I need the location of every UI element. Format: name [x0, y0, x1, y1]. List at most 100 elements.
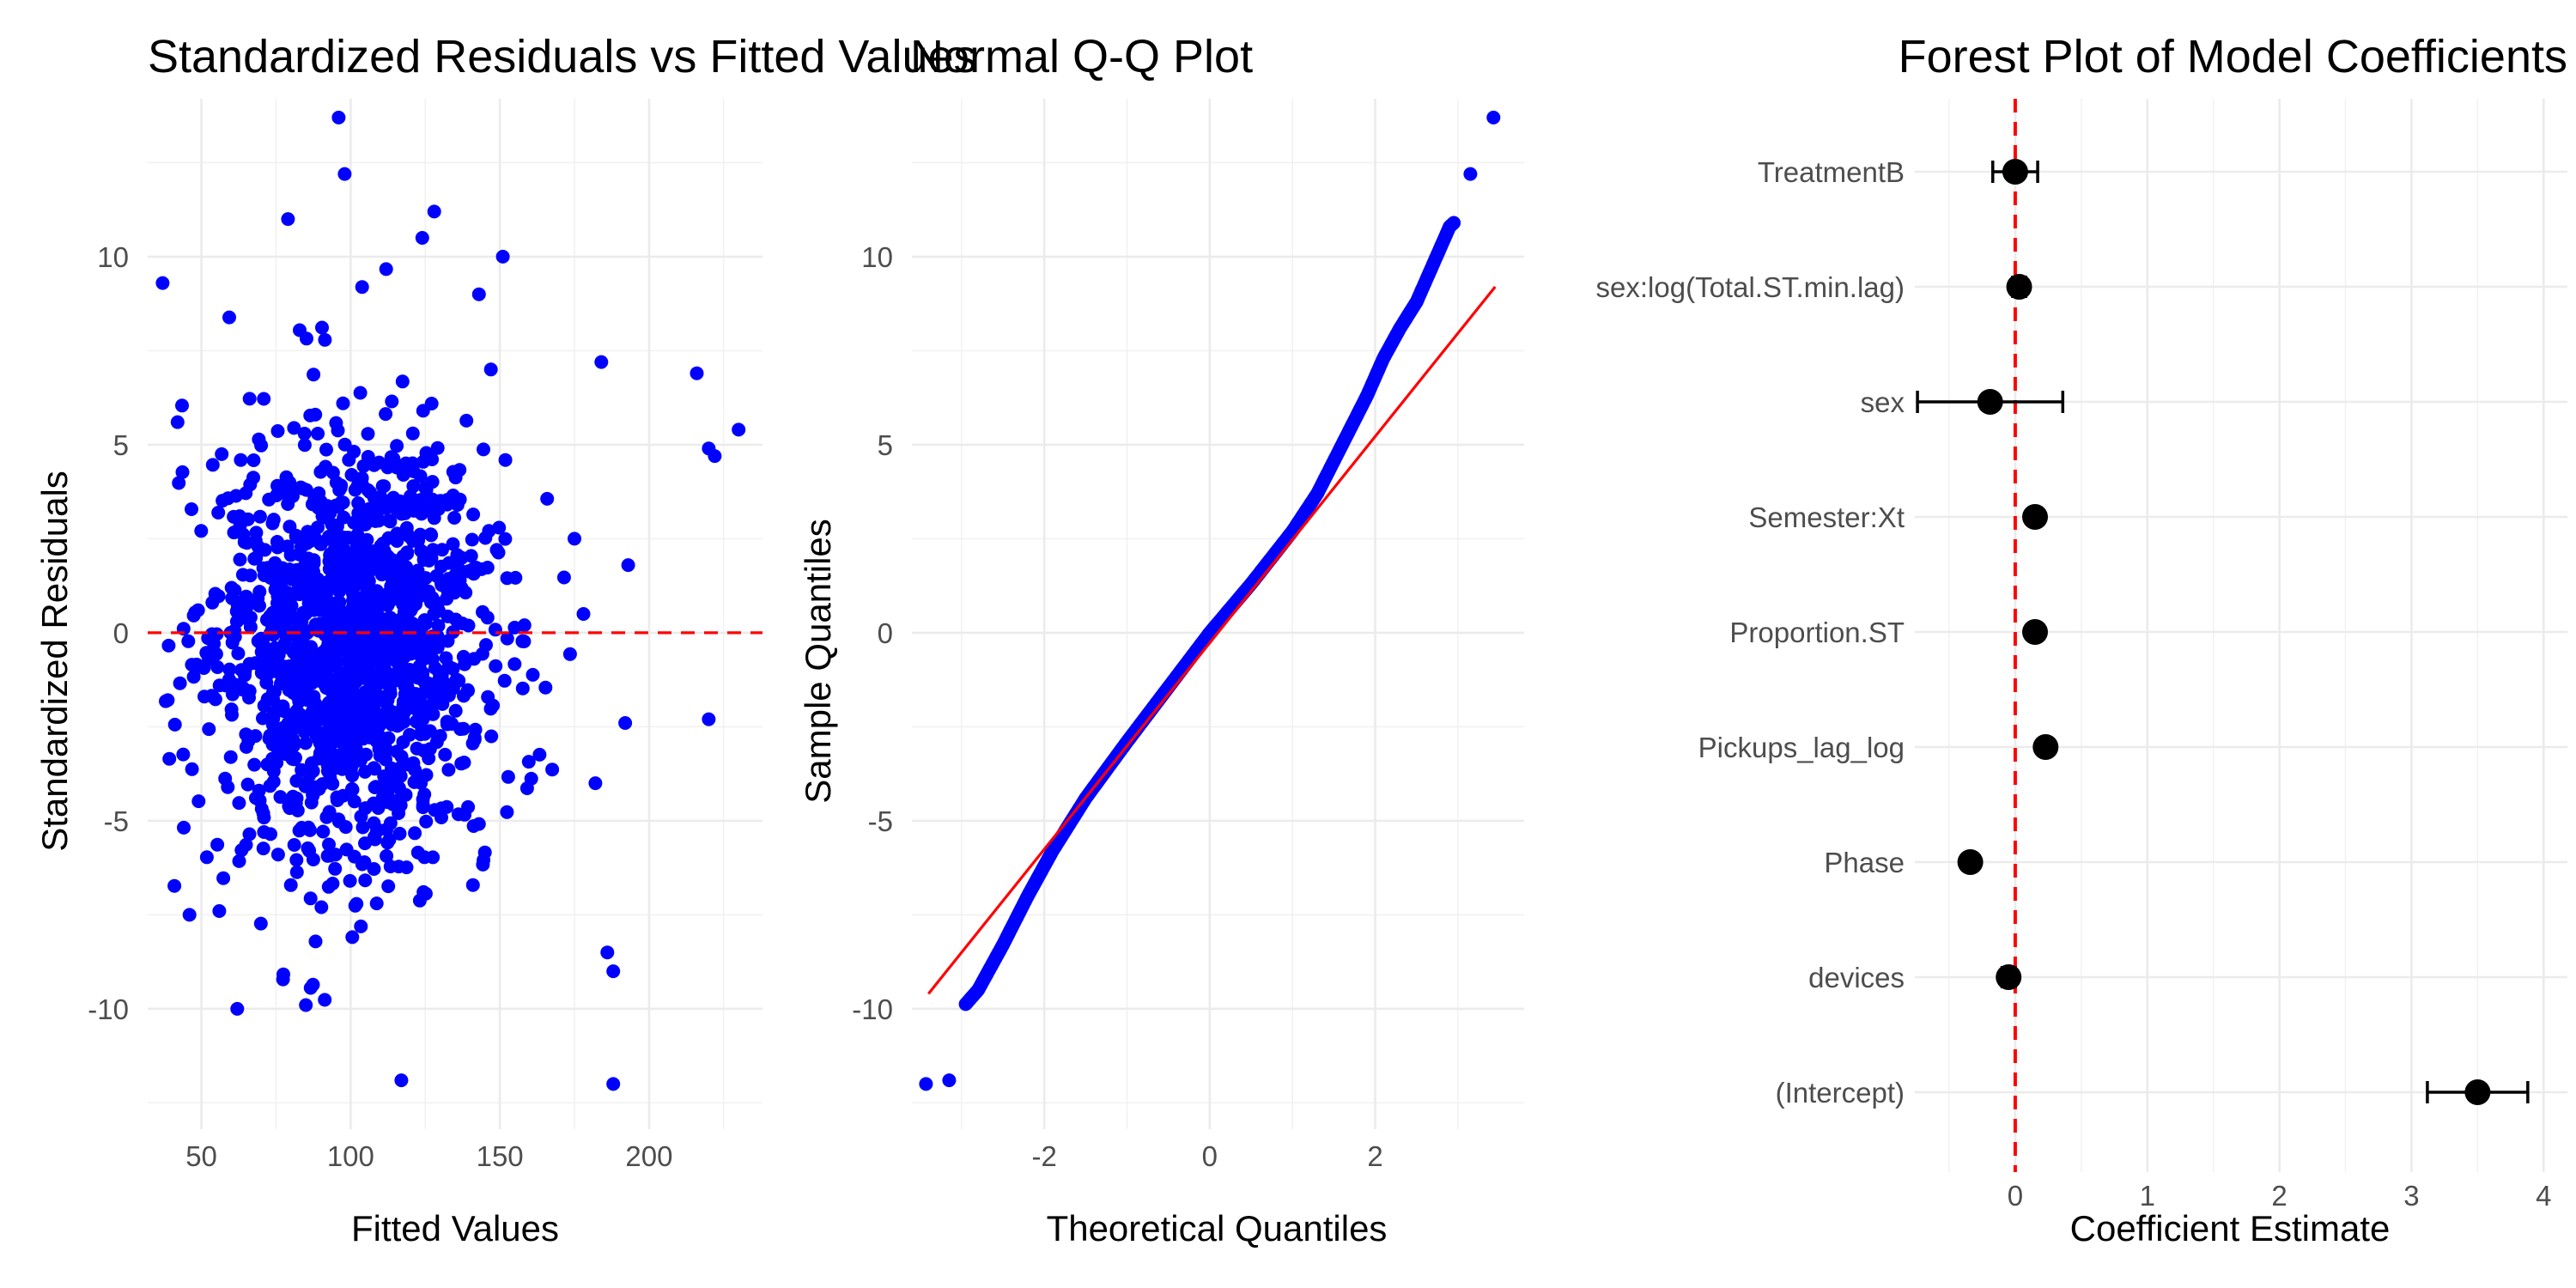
residual-point	[363, 594, 378, 609]
residual-point	[425, 639, 440, 653]
residual-point	[398, 506, 412, 520]
residual-point	[162, 751, 177, 766]
residual-point	[354, 919, 368, 933]
residual-point	[313, 746, 327, 761]
residual-point	[222, 310, 236, 325]
residual-point	[424, 397, 439, 410]
residual-point	[347, 794, 361, 809]
residual-point	[446, 537, 460, 551]
residual-point	[576, 607, 591, 621]
residual-point	[375, 479, 390, 494]
residual-point	[369, 896, 384, 911]
residual-point	[336, 544, 350, 559]
residual-point	[297, 427, 312, 440]
forest-x-tick-labels: 0 1 2 3 4	[2008, 1180, 2552, 1212]
residual-point	[289, 853, 304, 867]
residual-point	[356, 578, 371, 592]
y-tick-label: 0	[113, 617, 129, 649]
residual-point	[346, 618, 361, 633]
residual-point	[408, 826, 422, 841]
residual-point	[296, 605, 311, 620]
residual-point	[361, 427, 375, 441]
residual-point	[239, 739, 253, 754]
residual-point	[441, 762, 456, 777]
residual-point	[304, 795, 319, 810]
residual-point	[370, 605, 384, 620]
qq-y-axis-title: Sample Quantiles	[798, 519, 838, 804]
residual-point	[205, 458, 220, 472]
residual-point	[425, 453, 440, 466]
residual-point	[266, 710, 280, 725]
residual-point	[259, 676, 274, 690]
residual-point	[312, 486, 326, 501]
residual-point	[155, 276, 170, 290]
residual-point	[248, 656, 263, 671]
residual-point	[334, 530, 349, 544]
residual-point	[331, 632, 346, 647]
residual-point	[252, 509, 267, 524]
residual-point	[311, 520, 325, 535]
forest-x-axis-title: Coefficient Estimate	[2070, 1208, 2391, 1249]
residual-point	[257, 698, 271, 713]
residual-point	[243, 568, 258, 583]
residual-point	[186, 670, 201, 684]
residual-point	[447, 511, 462, 525]
residual-point	[265, 516, 280, 531]
residual-point	[191, 603, 205, 617]
residual-point	[240, 512, 255, 526]
residual-point	[414, 586, 428, 600]
x-tick-label: 150	[477, 1140, 524, 1172]
residual-point	[291, 683, 306, 698]
x-tick-label: 200	[625, 1140, 672, 1172]
residual-point	[556, 570, 571, 585]
residual-point	[368, 780, 383, 794]
term-label: (Intercept)	[1776, 1077, 1905, 1109]
y-tick-label: 10	[861, 241, 893, 273]
residual-point	[344, 468, 359, 482]
residual-point	[386, 769, 400, 784]
residual-point	[366, 635, 380, 650]
residual-point	[232, 796, 246, 811]
residual-point	[281, 212, 295, 227]
residual-point	[481, 690, 495, 704]
residual-point	[538, 680, 553, 695]
residual-point	[412, 893, 427, 908]
residual-point	[258, 543, 272, 557]
residual-point	[365, 704, 380, 719]
residual-point	[410, 714, 424, 729]
residual-point	[296, 717, 311, 732]
x-tick-label: -2	[1031, 1140, 1056, 1172]
residual-point	[402, 529, 416, 544]
x-tick-label: 100	[327, 1140, 374, 1172]
residual-point	[273, 700, 287, 714]
term-label: sex	[1861, 386, 1905, 418]
residual-point	[299, 998, 313, 1012]
residual-point	[167, 717, 182, 732]
residual-point	[170, 415, 185, 429]
term-label: sex:log(Total.ST.min.lag)	[1596, 271, 1905, 303]
residual-point	[390, 439, 404, 453]
residual-point	[191, 794, 206, 809]
residual-point	[491, 545, 506, 560]
coefficient-point	[1996, 964, 2022, 990]
residual-point	[532, 747, 547, 762]
residual-point	[236, 681, 251, 695]
residual-point	[230, 1001, 245, 1016]
residual-point	[367, 862, 381, 876]
residual-point	[732, 422, 746, 437]
y-tick-label: 5	[878, 429, 893, 461]
residual-point	[289, 703, 304, 718]
coefficient-point	[1957, 849, 1984, 875]
residual-point	[381, 879, 396, 894]
residual-point	[455, 617, 470, 631]
residual-point	[223, 750, 238, 764]
y-tick-label: 5	[113, 429, 129, 461]
x-tick-label: 2	[1367, 1140, 1382, 1172]
residual-point	[392, 781, 406, 795]
residual-point	[242, 827, 257, 841]
residual-point	[273, 790, 288, 805]
qq-point	[1447, 216, 1461, 230]
residuals-y-axis-title: Standardized Residuals	[34, 471, 75, 852]
